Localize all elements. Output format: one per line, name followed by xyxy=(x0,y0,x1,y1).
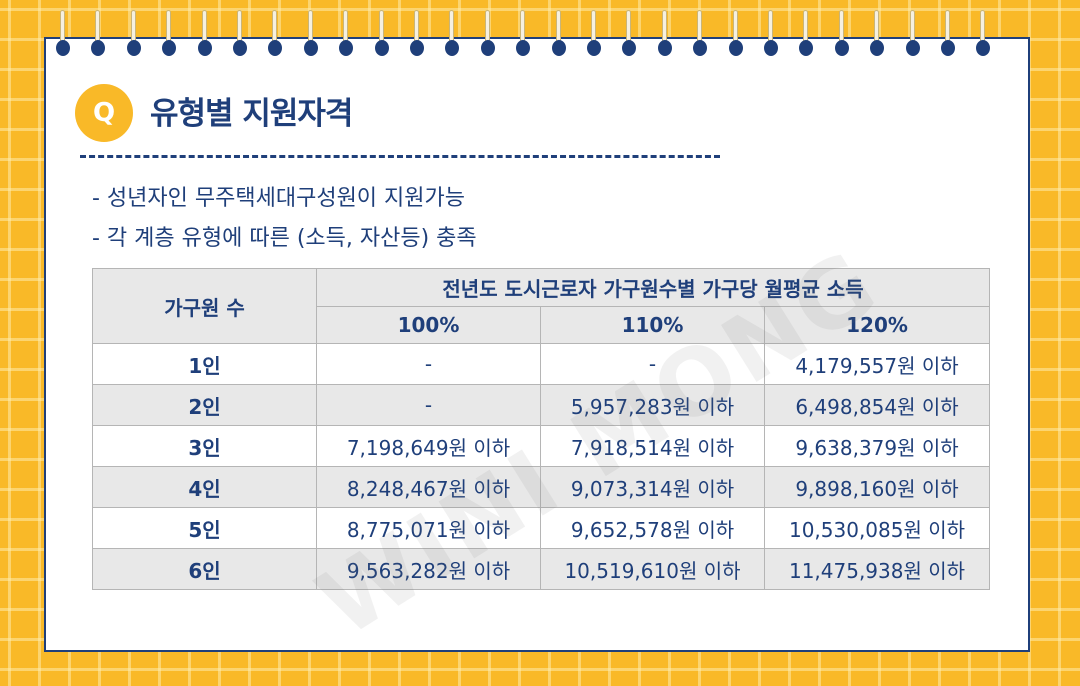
q-circle-icon: Q xyxy=(75,84,133,142)
household-cell: 3인 xyxy=(92,425,317,467)
spiral-ring-icon xyxy=(728,10,743,62)
spiral-ring-icon xyxy=(941,10,955,62)
income-cell-120: 4,179,557원 이하 xyxy=(763,343,991,385)
table-row: 3인 7,198,649원 이하 7,918,514원 이하 9,638,379… xyxy=(92,425,991,467)
income-cell-100: 8,248,467원 이하 xyxy=(316,466,541,508)
household-size-header: 가구원 수 xyxy=(92,268,317,344)
pct-header-110: 110% xyxy=(540,306,765,344)
spiral-ring-icon xyxy=(976,10,991,62)
pct-header-100: 100% xyxy=(316,306,541,344)
spiral-ring-icon xyxy=(480,10,495,62)
spiral-ring-icon xyxy=(233,10,247,62)
spiral-ring-icon xyxy=(905,10,920,62)
spiral-ring-icon xyxy=(870,10,885,62)
spiral-ring-icon xyxy=(197,10,212,62)
income-cell-120: 9,898,160원 이하 xyxy=(763,466,991,508)
table-row: 4인 8,248,467원 이하 9,073,314원 이하 9,898,160… xyxy=(92,466,991,508)
income-cell-120: 6,498,854원 이하 xyxy=(763,384,991,426)
income-cell-110: 5,957,283원 이하 xyxy=(540,384,765,426)
income-cell-100: - xyxy=(316,343,541,385)
spiral-ring-icon xyxy=(303,10,318,62)
dashed-divider xyxy=(80,155,720,158)
income-cell-110: 10,519,610원 이하 xyxy=(540,548,765,590)
income-cell-100: 7,198,649원 이하 xyxy=(316,425,541,467)
spiral-ring-icon xyxy=(410,10,424,62)
income-cell-100: 8,775,071원 이하 xyxy=(316,507,541,549)
table-row: 6인 9,563,282원 이하 10,519,610원 이하 11,475,9… xyxy=(92,548,991,590)
table-row: 1인 - - 4,179,557원 이하 xyxy=(92,343,991,385)
page-title: 유형별 지원자격 xyxy=(150,96,353,132)
spiral-ring-icon xyxy=(126,10,141,62)
income-table: 가구원 수 전년도 도시근로자 가구원수별 가구당 월평균 소득 100% 11… xyxy=(92,268,991,590)
income-cell-120: 11,475,938원 이하 xyxy=(763,548,991,590)
spiral-ring-icon xyxy=(657,10,672,62)
spiral-ring-icon xyxy=(516,10,531,62)
income-cell-100: 9,563,282원 이하 xyxy=(316,548,541,590)
spiral-ring-icon xyxy=(834,10,849,62)
household-cell: 2인 xyxy=(92,384,317,426)
spiral-ring-icon xyxy=(374,10,389,62)
spiral-ring-icon xyxy=(339,10,354,62)
spiral-ring-icon xyxy=(551,10,566,62)
income-group-header: 전년도 도시근로자 가구원수별 가구당 월평균 소득 xyxy=(315,268,991,307)
household-cell: 4인 xyxy=(92,466,317,508)
income-cell-100: - xyxy=(316,384,541,426)
income-cell-120: 9,638,379원 이하 xyxy=(763,425,991,467)
spiral-ring-icon xyxy=(799,10,814,62)
household-cell: 5인 xyxy=(92,507,317,549)
household-cell: 6인 xyxy=(92,548,317,590)
table-row: 2인 - 5,957,283원 이하 6,498,854원 이하 xyxy=(92,384,991,426)
income-cell-110: - xyxy=(540,343,765,385)
spiral-ring-icon xyxy=(764,10,778,62)
spiral-ring-icon xyxy=(693,10,708,62)
bullet-item: - 각 계층 유형에 따른 (소득, 자산등) 충족 xyxy=(92,226,477,251)
spiral-ring-icon xyxy=(56,10,70,62)
household-cell: 1인 xyxy=(92,343,317,385)
income-cell-120: 10,530,085원 이하 xyxy=(763,507,991,549)
income-cell-110: 9,073,314원 이하 xyxy=(540,466,765,508)
bullet-item: - 성년자인 무주택세대구성원이 지원가능 xyxy=(92,186,465,211)
spiral-ring-icon xyxy=(587,10,601,62)
table-row: 5인 8,775,071원 이하 9,652,578원 이하 10,530,08… xyxy=(92,507,991,549)
spiral-ring-icon xyxy=(445,10,460,62)
spiral-ring-icon xyxy=(622,10,637,62)
spiral-ring-icon xyxy=(268,10,283,62)
income-cell-110: 9,652,578원 이하 xyxy=(540,507,765,549)
spiral-binding xyxy=(56,10,1016,62)
income-cell-110: 7,918,514원 이하 xyxy=(540,425,765,467)
pct-header-120: 120% xyxy=(763,306,991,344)
spiral-ring-icon xyxy=(162,10,177,62)
spiral-ring-icon xyxy=(91,10,106,62)
